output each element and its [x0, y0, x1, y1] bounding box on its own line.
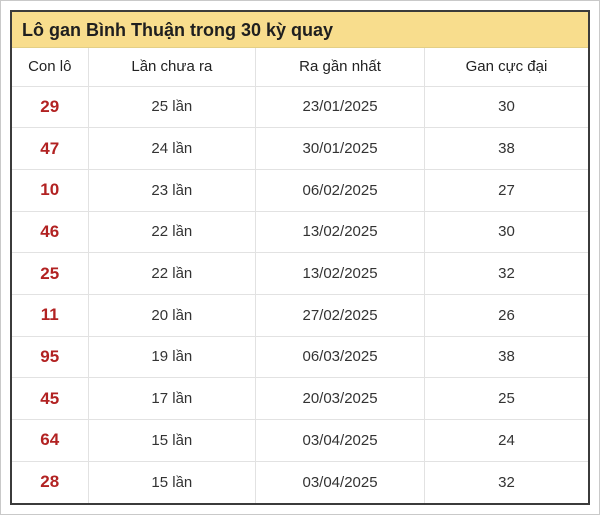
- table-row: 29 25 lần 23/01/2025 30: [12, 85, 588, 128]
- col-header-lan-chua-ra: Lần chưa ra: [88, 48, 257, 86]
- header-row: Con lô Lần chưa ra Ra gần nhất Gan cực đ…: [12, 48, 588, 86]
- table-row: 45 17 lần 20/03/2025 25: [12, 377, 588, 420]
- lo-number-cell: 11: [12, 293, 89, 337]
- table-row: 95 19 lần 06/03/2025 38: [12, 335, 588, 378]
- times-not-drawn-cell: 19 lần: [88, 335, 257, 378]
- max-gan-cell: 32: [424, 460, 588, 503]
- max-gan-cell: 30: [424, 85, 588, 128]
- lo-gan-table: Con lô Lần chưa ra Ra gần nhất Gan cực đ…: [12, 48, 588, 503]
- max-gan-cell: 38: [424, 127, 588, 170]
- times-not-drawn-cell: 22 lần: [88, 210, 257, 253]
- table-row: 10 23 lần 06/02/2025 27: [12, 168, 588, 212]
- times-not-drawn-cell: 20 lần: [88, 293, 257, 337]
- times-not-drawn-cell: 17 lần: [88, 377, 257, 420]
- last-drawn-date-cell: 03/04/2025: [255, 419, 425, 462]
- last-drawn-date-cell: 30/01/2025: [255, 127, 425, 170]
- table-row: 25 22 lần 13/02/2025 32: [12, 252, 588, 295]
- col-header-ra-gan-nhat: Ra gần nhất: [255, 48, 425, 86]
- last-drawn-date-cell: 06/02/2025: [255, 168, 425, 212]
- times-not-drawn-cell: 22 lần: [88, 252, 257, 295]
- lo-number-cell: 47: [12, 127, 89, 170]
- table-body: 29 25 lần 23/01/2025 30 47 24 lần 30/01/…: [12, 85, 588, 503]
- max-gan-cell: 32: [424, 252, 588, 295]
- times-not-drawn-cell: 23 lần: [88, 168, 257, 212]
- table-row: 46 22 lần 13/02/2025 30: [12, 210, 588, 253]
- times-not-drawn-cell: 24 lần: [88, 127, 257, 170]
- table-row: 11 20 lần 27/02/2025 26: [12, 293, 588, 337]
- times-not-drawn-cell: 15 lần: [88, 419, 257, 462]
- lo-number-cell: 64: [12, 419, 89, 462]
- lo-gan-stats-panel: Lô gan Bình Thuận trong 30 kỳ quay Con l…: [10, 10, 590, 505]
- last-drawn-date-cell: 13/02/2025: [255, 252, 425, 295]
- max-gan-cell: 25: [424, 377, 588, 420]
- last-drawn-date-cell: 03/04/2025: [255, 460, 425, 503]
- table-row: 64 15 lần 03/04/2025 24: [12, 419, 588, 462]
- table-row: 47 24 lần 30/01/2025 38: [12, 127, 588, 170]
- table-row: 28 15 lần 03/04/2025 32: [12, 460, 588, 503]
- lo-number-cell: 45: [12, 377, 89, 420]
- max-gan-cell: 38: [424, 335, 588, 378]
- max-gan-cell: 24: [424, 419, 588, 462]
- panel-title: Lô gan Bình Thuận trong 30 kỳ quay: [12, 12, 588, 48]
- times-not-drawn-cell: 15 lần: [88, 460, 257, 503]
- last-drawn-date-cell: 23/01/2025: [255, 85, 425, 128]
- lo-number-cell: 10: [12, 168, 89, 212]
- lo-number-cell: 29: [12, 85, 89, 128]
- last-drawn-date-cell: 27/02/2025: [255, 293, 425, 337]
- last-drawn-date-cell: 06/03/2025: [255, 335, 425, 378]
- lo-number-cell: 28: [12, 460, 89, 503]
- col-header-con-lo: Con lô: [12, 48, 89, 86]
- lo-number-cell: 25: [12, 252, 89, 295]
- last-drawn-date-cell: 13/02/2025: [255, 210, 425, 253]
- max-gan-cell: 27: [424, 168, 588, 212]
- col-header-gan-cuc-dai: Gan cực đại: [465, 58, 548, 76]
- max-gan-cell: 26: [424, 293, 588, 337]
- last-drawn-date-cell: 20/03/2025: [255, 377, 425, 420]
- lo-number-cell: 95: [12, 335, 89, 378]
- times-not-drawn-cell: 25 lần: [88, 85, 257, 128]
- lo-number-cell: 46: [12, 210, 89, 253]
- max-gan-cell: 30: [424, 210, 588, 253]
